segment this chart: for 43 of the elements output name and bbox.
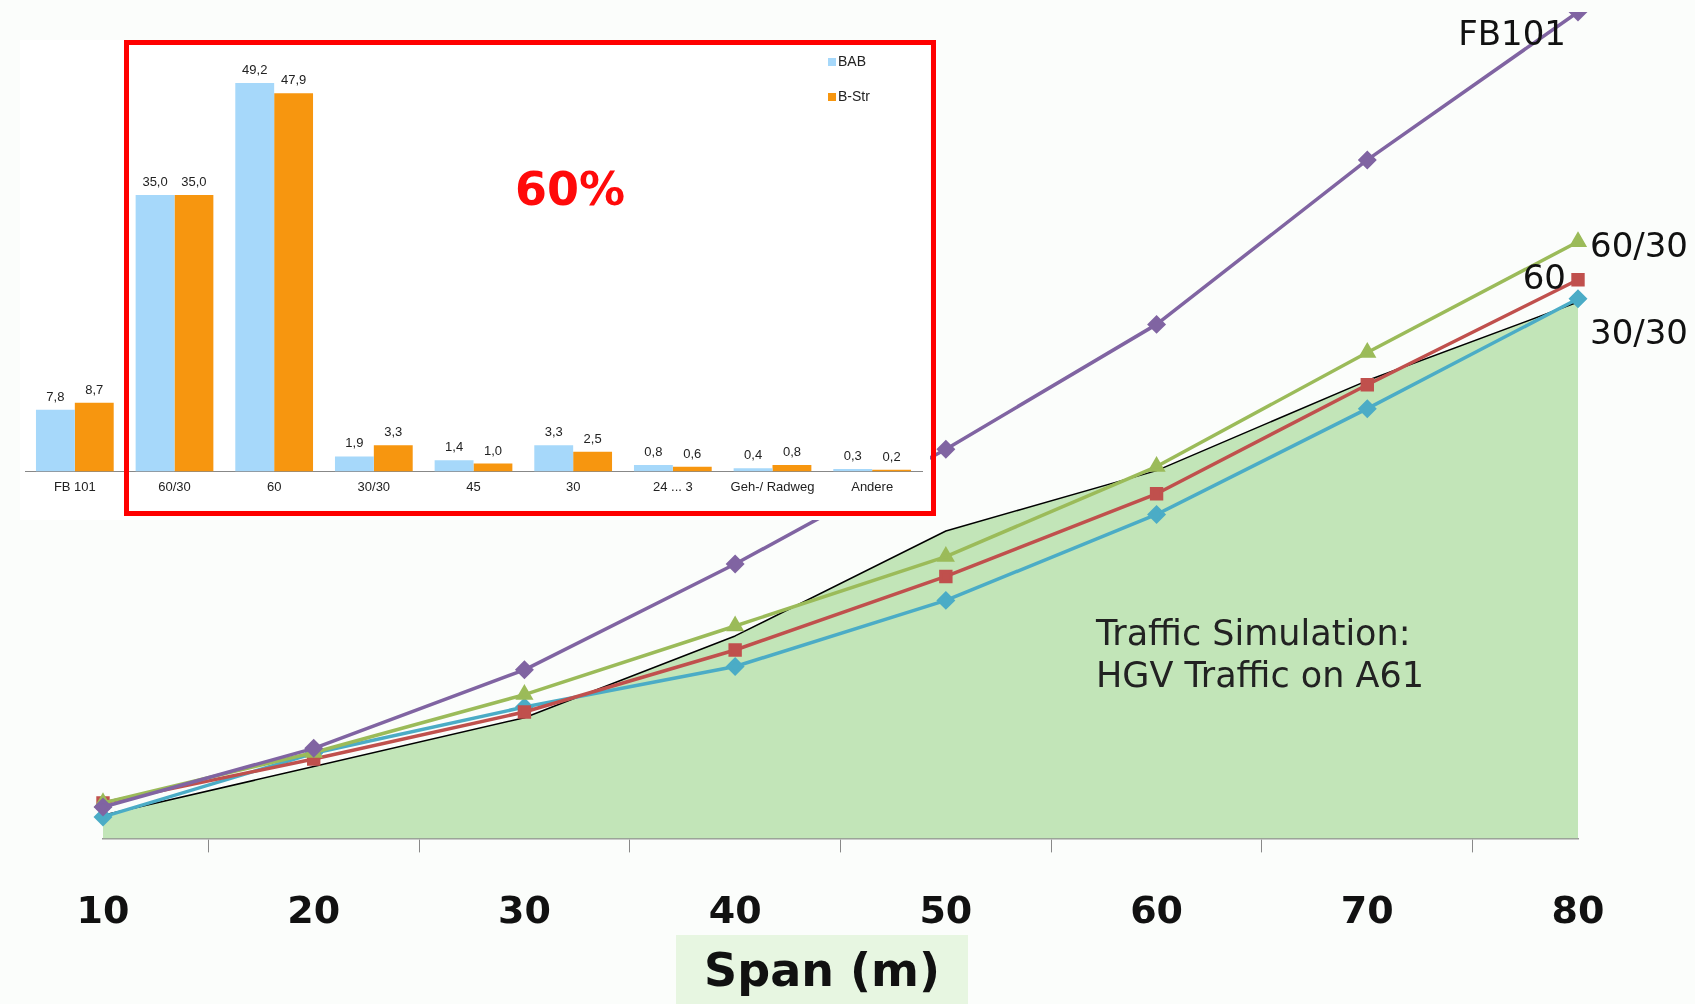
x-axis-title: Span (m) <box>676 935 968 1004</box>
series-label: 60/30 <box>1590 224 1688 265</box>
data-label: 0,6 <box>683 445 702 461</box>
data-label: 7,8 <box>46 388 65 404</box>
data-label: 0,3 <box>843 448 862 464</box>
data-label: 35,0 <box>142 174 168 190</box>
data-label: 47,9 <box>280 72 307 88</box>
x-tick-label: 60/30 <box>158 478 191 494</box>
data-label: 1,9 <box>345 435 364 451</box>
annotation: Traffic Simulation: HGV Traffic on A61 <box>1096 612 1425 696</box>
x-tick-label: 60 <box>266 478 282 494</box>
legend-label: BAB <box>837 52 867 71</box>
data-label: 0,2 <box>882 448 901 464</box>
data-label: 0,4 <box>744 447 763 463</box>
x-tick-label: 10 <box>76 888 130 933</box>
data-label: 2,5 <box>583 430 602 446</box>
x-tick-label: 50 <box>919 888 973 933</box>
legend-label: B-Str <box>837 87 870 106</box>
data-label: 1,4 <box>445 439 464 455</box>
data-label: 1,0 <box>483 442 502 458</box>
x-tick-label: FB 101 <box>53 478 96 494</box>
x-tick-label: 20 <box>287 888 341 933</box>
x-tick-label: 40 <box>708 888 762 933</box>
data-label: 3,3 <box>384 424 403 440</box>
series-label: 60 <box>1522 256 1566 297</box>
x-tick-label: 45 <box>466 478 481 494</box>
data-label: 49,2 <box>242 62 268 78</box>
x-tick-label: 70 <box>1340 888 1394 933</box>
x-tick-label: 30 <box>497 888 551 933</box>
x-tick-label: 60 <box>1130 888 1184 933</box>
x-tick-label: 24 ... 3 <box>652 478 693 494</box>
series-label: 30/30 <box>1590 311 1688 352</box>
data-label: 0,8 <box>644 444 663 460</box>
data-label: 3,3 <box>544 424 563 440</box>
x-tick-label: 80 <box>1551 888 1605 933</box>
x-tick-label: 30/30 <box>357 478 391 494</box>
data-label: 8,7 <box>85 381 104 397</box>
x-tick-label: Andere <box>851 478 894 494</box>
annotation: 60% <box>513 162 627 216</box>
x-tick-label: 30 <box>565 478 581 494</box>
data-label: 0,8 <box>782 444 801 460</box>
data-label: 35,0 <box>181 174 207 190</box>
x-tick-label: Geh-/ Radweg <box>730 478 815 494</box>
